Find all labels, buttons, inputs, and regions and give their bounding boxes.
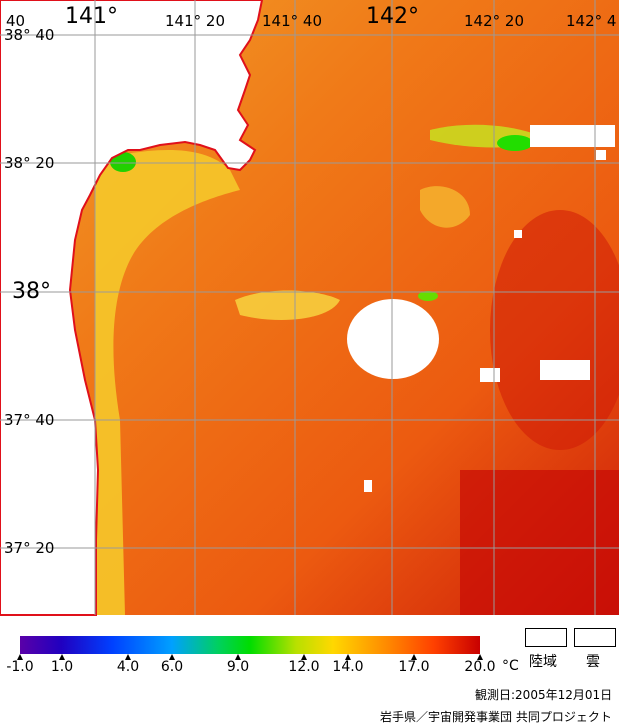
color-scale-ticks [17,654,483,660]
land-legend-swatch [525,628,567,647]
cloud-patch [364,480,372,492]
scale-tick-label: 17.0 [398,659,430,675]
coastal-cool-water [95,150,240,615]
corner-label: 40 [6,12,26,30]
latitude-label: 37° 20 [4,539,55,557]
cloud-patch [596,150,606,160]
cloud-patch [540,360,590,380]
cloud-legend-label: 雲 [586,654,600,670]
longitude-label: 142° 4 [566,12,617,30]
scale-tick-label: -1.0 [6,659,34,675]
graticule [0,0,619,615]
longitude-label: 142° [366,4,419,29]
cloud-patch [530,125,615,147]
observation-date: 観測日:2005年12月01日 [475,688,613,702]
cloud-patch [514,230,522,238]
green-patch-coast [110,152,136,172]
scale-tick-label: 20.0 [464,659,496,675]
scale-tick-label: 4.0 [116,659,140,675]
cloud-large [347,299,439,379]
longitude-label: 141° 40 [262,12,322,30]
latitude-label: 38° 40 [4,26,55,44]
scale-tick-label: 9.0 [226,659,250,675]
latitude-label: 38° 20 [4,154,55,172]
longitude-label: 142° 20 [464,12,524,30]
warm-sea-patch-east [490,210,619,450]
scale-tick-label: 12.0 [288,659,320,675]
longitude-label: 141° 20 [165,12,225,30]
credit-text: 岩手県／宇宙開発事業団 共同プロジェクト [380,710,612,724]
latitude-label: 38° [12,279,51,304]
scale-tick-label: 1.0 [50,659,74,675]
color-scale-bar [20,636,480,654]
cool-water-plume [235,290,340,320]
cool-water-plume-2 [420,186,470,228]
green-patch-offshore [497,135,533,151]
scale-unit-label: °C [502,658,519,674]
land-legend-label: 陸域 [529,654,557,670]
latitude-label: 37° 40 [4,411,55,429]
land-area [0,0,264,616]
scale-tick-label: 14.0 [332,659,364,675]
green-patch-center [418,291,438,301]
cloud-patch [480,368,500,382]
scale-tick-label: 6.0 [160,659,184,675]
longitude-label: 141° [65,4,118,29]
cloud-legend-swatch [574,628,616,647]
warm-sea-patch [460,470,619,615]
